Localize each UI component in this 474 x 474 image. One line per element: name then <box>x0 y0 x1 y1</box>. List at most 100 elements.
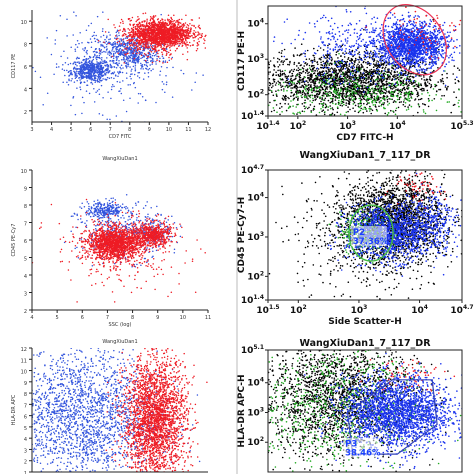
data-point <box>164 91 166 93</box>
data-point <box>123 58 125 61</box>
data-point <box>131 68 133 71</box>
data-point <box>184 30 187 32</box>
data-point <box>204 35 206 38</box>
data-point <box>126 239 128 242</box>
data-point <box>108 199 111 202</box>
data-point <box>156 26 159 28</box>
data-point <box>96 213 99 216</box>
data-point <box>132 55 134 58</box>
data-point <box>131 61 133 63</box>
data-point <box>153 41 155 43</box>
data-point <box>167 51 170 54</box>
data-point <box>106 205 109 208</box>
data-point <box>147 40 149 42</box>
data-point <box>152 24 155 27</box>
data-point <box>135 20 137 23</box>
data-point <box>160 43 162 45</box>
data-point <box>189 36 191 38</box>
data-point <box>126 39 128 42</box>
data-point <box>88 69 90 72</box>
data-point <box>161 23 164 25</box>
data-point <box>158 27 160 29</box>
data-point <box>179 225 182 227</box>
data-point <box>127 61 129 63</box>
data-point <box>93 204 95 207</box>
data-point <box>125 205 127 208</box>
data-point <box>160 46 162 48</box>
data-point <box>148 37 150 40</box>
data-point <box>130 47 133 49</box>
data-point <box>83 230 85 233</box>
data-point <box>142 48 145 51</box>
data-point <box>158 28 161 31</box>
data-point <box>135 45 138 48</box>
data-point <box>125 55 128 58</box>
data-point <box>85 29 88 32</box>
data-point <box>106 216 108 218</box>
data-point <box>76 79 78 82</box>
data-point <box>127 32 130 34</box>
data-point <box>139 219 142 222</box>
data-point <box>71 73 73 76</box>
data-point <box>105 72 108 74</box>
data-point <box>127 59 129 61</box>
data-point <box>144 99 147 101</box>
data-point <box>140 33 143 36</box>
data-point <box>97 203 100 205</box>
data-point <box>112 241 115 243</box>
data-point <box>124 55 126 58</box>
data-point <box>102 70 104 73</box>
data-point <box>111 48 114 50</box>
data-point <box>166 24 169 27</box>
data-point <box>164 22 166 25</box>
data-point <box>62 81 64 84</box>
data-point <box>114 209 117 212</box>
data-point <box>80 236 83 239</box>
data-point <box>98 49 101 52</box>
data-point <box>139 32 141 35</box>
data-point <box>100 258 103 260</box>
data-point <box>92 58 95 61</box>
data-point <box>111 86 113 88</box>
data-point <box>88 55 91 58</box>
data-point <box>170 23 173 25</box>
data-point <box>108 260 111 263</box>
data-point <box>154 214 157 216</box>
data-point <box>142 25 145 28</box>
data-point <box>142 78 145 80</box>
data-point <box>111 226 114 228</box>
data-point <box>98 88 100 91</box>
data-point <box>185 33 187 35</box>
data-point <box>120 50 123 52</box>
data-point <box>127 57 130 60</box>
data-point <box>75 226 77 229</box>
data-point <box>76 46 79 48</box>
data-point <box>118 32 120 34</box>
data-point <box>137 42 140 45</box>
data-point <box>177 41 179 43</box>
data-point <box>161 29 164 31</box>
data-point <box>132 249 134 251</box>
data-point <box>83 238 86 240</box>
data-point <box>180 28 182 30</box>
data-point <box>97 205 99 207</box>
data-point <box>94 234 96 236</box>
data-point <box>155 36 158 38</box>
data-point <box>144 216 147 218</box>
data-point <box>150 29 152 32</box>
data-point <box>129 229 131 232</box>
data-point <box>114 255 117 258</box>
data-point <box>170 17 173 20</box>
data-point <box>130 211 132 213</box>
data-point <box>102 66 105 69</box>
data-point <box>113 55 115 58</box>
data-point <box>135 248 138 251</box>
data-point <box>79 31 81 34</box>
x-axis-label: CD7 FITC <box>109 134 132 140</box>
data-point <box>79 88 82 91</box>
data-point <box>50 53 53 56</box>
data-point <box>144 36 147 39</box>
data-point <box>190 19 193 21</box>
data-point <box>172 42 175 45</box>
data-point <box>166 45 168 47</box>
